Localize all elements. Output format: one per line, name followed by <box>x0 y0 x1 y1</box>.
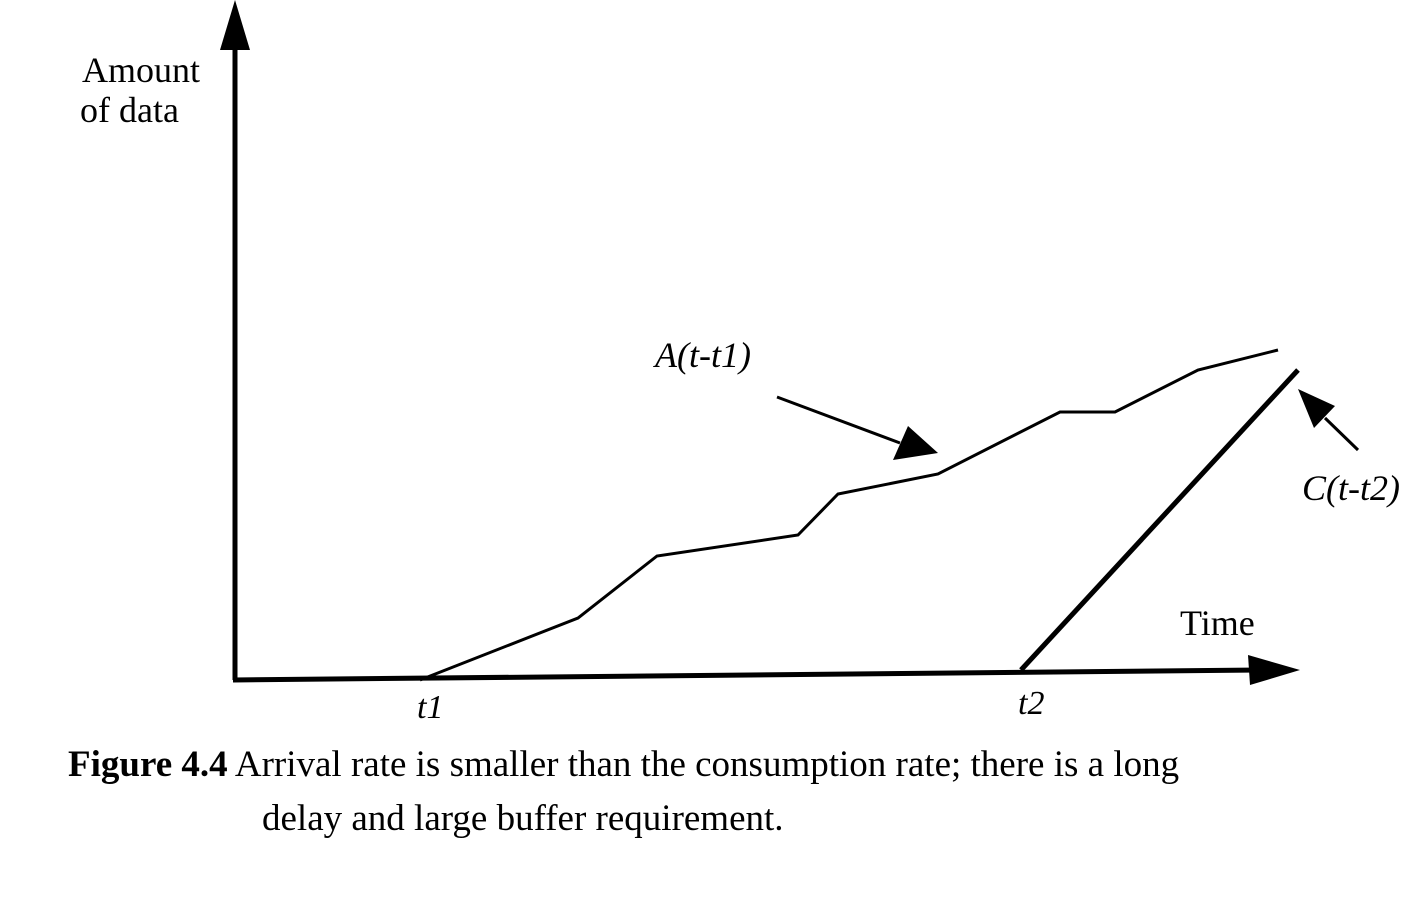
caption-text-line2: delay and large buffer requirement. <box>262 798 784 839</box>
tick-label-t2: t2 <box>1018 685 1044 722</box>
caption-line-1: Figure 4.4 Arrival rate is smaller than … <box>68 738 1388 792</box>
arrival-curve <box>419 348 1279 682</box>
arrival-pointer-line <box>776 395 901 445</box>
consumption-curve-label: C(t-t2) <box>1302 468 1400 508</box>
arrival-pointer-arrowhead <box>893 426 938 460</box>
consumption-pointer-arrowhead <box>1298 389 1335 428</box>
tick-label-t1: t1 <box>417 689 443 726</box>
y-axis-label-line2: of data <box>80 90 179 130</box>
y-axis-arrowhead <box>220 0 250 50</box>
arrival-curve-label: A(t-t1) <box>653 335 751 375</box>
x-axis-label: Time <box>1180 603 1255 643</box>
x-axis <box>232 667 1261 683</box>
consumption-pointer-line <box>1323 416 1360 452</box>
figure-number: Figure 4.4 <box>68 744 228 785</box>
figure-caption: Figure 4.4 Arrival rate is smaller than … <box>68 738 1388 846</box>
x-axis-arrowhead <box>1248 655 1300 685</box>
consumption-curve <box>1019 368 1300 672</box>
caption-text-line1: Arrival rate is smaller than the consump… <box>234 744 1180 785</box>
y-axis-label-line1: Amount <box>82 50 200 90</box>
caption-line-2: delay and large buffer requirement. <box>68 792 1388 846</box>
